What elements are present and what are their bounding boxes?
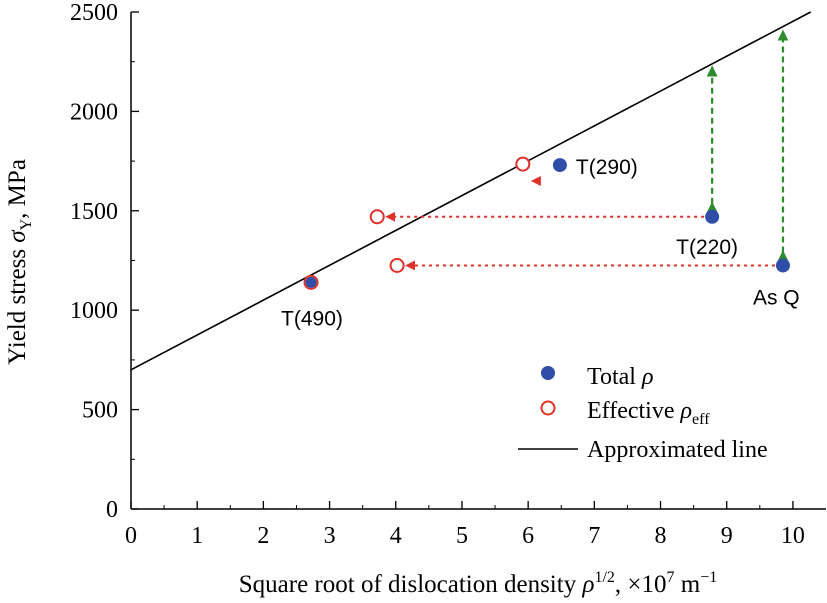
arrow-layer [385, 29, 789, 271]
point-label: As Q [753, 286, 800, 309]
legend-marker-total [541, 366, 555, 380]
total-point [775, 258, 790, 273]
x-tick-label: 4 [390, 523, 402, 549]
y-tick-label: 1500 [70, 199, 118, 225]
legend-label-total: Total ρ [587, 364, 654, 390]
approximated-line [130, 11, 812, 371]
y-tick-label: 2500 [70, 0, 118, 26]
y-tick-label: 500 [82, 398, 118, 424]
x-tick-label: 7 [588, 523, 600, 549]
x-tick-label: 10 [781, 523, 805, 549]
total-point [705, 209, 720, 224]
effective-point [389, 257, 405, 273]
x-tick-label: 6 [522, 523, 534, 549]
point-label: T(220) [676, 236, 738, 259]
x-tick-label: 3 [324, 523, 336, 549]
points-layer [303, 156, 790, 290]
point-label: T(290) [576, 156, 638, 179]
y-axis-title: Yield stress σY, MPa [4, 159, 35, 365]
legend-label-line: Approximated line [587, 437, 768, 463]
effective-point [369, 209, 385, 225]
x-tick-label: 1 [191, 523, 203, 549]
x-tick-label: 0 [125, 523, 137, 549]
x-tick-label: 9 [721, 523, 733, 549]
total-point [552, 158, 567, 173]
y-tick-label: 0 [106, 497, 118, 523]
y-tick-label: 1000 [70, 298, 118, 324]
legend-label-effective: Effective ρeff [587, 398, 710, 428]
legend: Total ρ Effective ρeff Approximated line [518, 364, 768, 463]
y-tick-label: 2000 [70, 99, 118, 125]
x-tick-label: 2 [257, 523, 269, 549]
fit-line-layer [130, 11, 812, 371]
y-axis-ticks: 0 500 1000 1500 2000 2500 [70, 0, 139, 523]
total-point [305, 276, 317, 288]
x-axis-ticks: 0 1 2 3 4 5 6 7 8 9 10 [125, 501, 805, 549]
effective-point [515, 156, 531, 172]
x-tick-label: 5 [456, 523, 468, 549]
x-axis-title: Square root of dislocation density ρ1/2,… [239, 569, 718, 598]
x-tick-label: 8 [655, 523, 667, 549]
point-labels-layer: T(490) T(290) T(220) As Q [281, 156, 800, 330]
legend-marker-effective [540, 400, 556, 416]
point-label: T(490) [281, 307, 343, 330]
